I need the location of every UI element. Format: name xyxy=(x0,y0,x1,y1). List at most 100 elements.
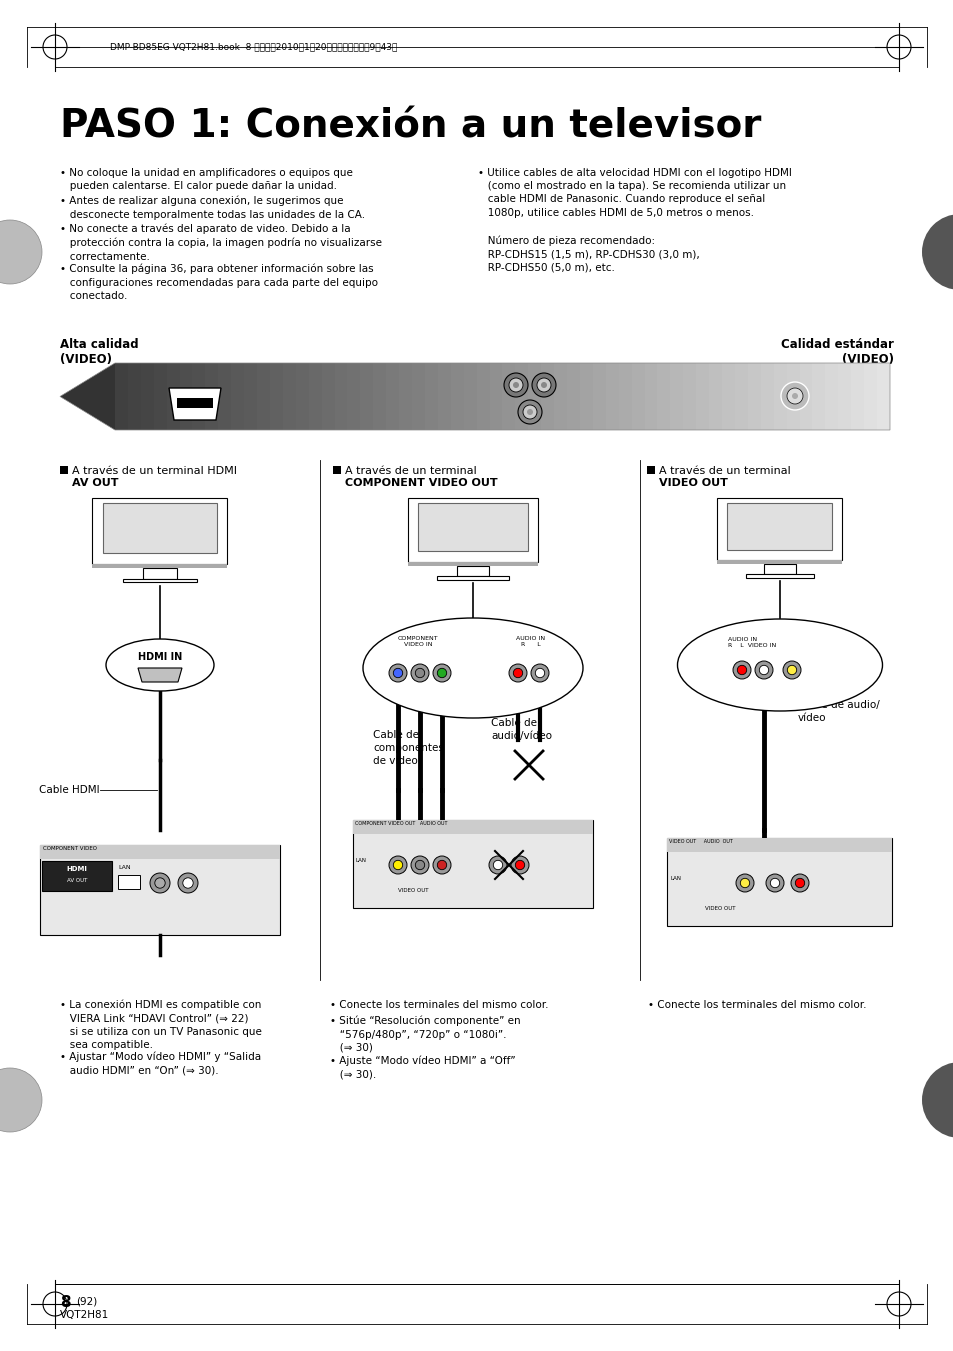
Text: COMPONENT
VIDEO IN: COMPONENT VIDEO IN xyxy=(397,636,437,647)
Bar xyxy=(644,363,657,430)
Bar xyxy=(566,363,579,430)
Bar xyxy=(456,566,489,576)
Text: A través de un terminal HDMI: A través de un terminal HDMI xyxy=(71,466,236,476)
Circle shape xyxy=(415,669,424,678)
Bar xyxy=(682,363,696,430)
Bar xyxy=(270,363,283,430)
Circle shape xyxy=(436,669,446,678)
Text: PASO 1: Conexión a un televisor: PASO 1: Conexión a un televisor xyxy=(60,108,760,146)
Text: • No conecte a través del aparato de video. Debido a la
   protección contra la : • No conecte a través del aparato de vid… xyxy=(60,224,381,262)
Bar xyxy=(838,363,850,430)
Circle shape xyxy=(540,382,546,388)
Bar xyxy=(205,363,218,430)
Circle shape xyxy=(493,861,502,870)
Text: LAN: LAN xyxy=(355,858,367,863)
Bar xyxy=(141,363,153,430)
Bar xyxy=(123,580,197,582)
Text: • Conecte los terminales del mismo color.: • Conecte los terminales del mismo color… xyxy=(330,1000,548,1011)
Circle shape xyxy=(509,663,526,682)
Text: • No coloque la unidad en amplificadores o equipos que
   pueden calentarse. El : • No coloque la unidad en amplificadores… xyxy=(60,168,353,192)
Bar xyxy=(667,838,892,925)
Bar xyxy=(799,363,812,430)
Text: • Utilice cables de alta velocidad HDMI con el logotipo HDMI
   (como el mostrad: • Utilice cables de alta velocidad HDMI … xyxy=(477,168,791,218)
Bar xyxy=(502,363,515,430)
Text: (92): (92) xyxy=(76,1297,97,1306)
Circle shape xyxy=(513,382,518,388)
Circle shape xyxy=(535,669,544,678)
Bar xyxy=(103,504,216,553)
Bar xyxy=(670,363,682,430)
Text: Cable HDMI: Cable HDMI xyxy=(39,785,100,794)
Bar xyxy=(476,363,489,430)
Bar xyxy=(42,861,112,892)
Bar xyxy=(92,563,227,569)
Text: VIDEO OUT: VIDEO OUT xyxy=(397,888,428,893)
Circle shape xyxy=(517,400,541,424)
Text: VIDEO OUT     AUDIO  OUT: VIDEO OUT AUDIO OUT xyxy=(669,839,733,844)
Circle shape xyxy=(393,669,402,678)
Text: • Consulte la página 36, para obtener información sobre las
   configuraciones r: • Consulte la página 36, para obtener in… xyxy=(60,263,377,301)
Circle shape xyxy=(154,878,165,888)
Bar xyxy=(463,363,476,430)
Circle shape xyxy=(411,663,429,682)
Circle shape xyxy=(786,665,796,674)
Bar xyxy=(763,565,795,574)
Circle shape xyxy=(433,857,451,874)
Bar xyxy=(850,363,863,430)
Bar xyxy=(554,363,566,430)
Circle shape xyxy=(433,663,451,682)
Bar xyxy=(451,363,463,430)
Text: • Sitúe “Resolución componente” en
   “576p/480p”, “720p” o “1080i”.
   (⇒ 30): • Sitúe “Resolución componente” en “576p… xyxy=(330,1016,520,1052)
Circle shape xyxy=(737,665,746,674)
Circle shape xyxy=(411,857,429,874)
Bar xyxy=(60,466,68,474)
Bar xyxy=(424,363,437,430)
Bar xyxy=(167,363,179,430)
Text: 8: 8 xyxy=(60,1296,71,1310)
Bar xyxy=(128,363,141,430)
Circle shape xyxy=(754,661,772,680)
Bar xyxy=(321,363,335,430)
Bar xyxy=(386,363,398,430)
Bar xyxy=(727,503,832,550)
Circle shape xyxy=(921,1062,953,1138)
Text: VQT2H81: VQT2H81 xyxy=(60,1310,110,1320)
Text: VIDEO OUT: VIDEO OUT xyxy=(659,478,727,488)
Bar xyxy=(309,363,321,430)
Text: A través de un terminal: A través de un terminal xyxy=(345,466,476,476)
Bar xyxy=(618,363,631,430)
Bar xyxy=(747,363,760,430)
Circle shape xyxy=(791,393,797,399)
Bar xyxy=(437,363,451,430)
Bar xyxy=(412,363,424,430)
Bar xyxy=(489,363,502,430)
Bar xyxy=(231,363,244,430)
Bar xyxy=(708,363,721,430)
Bar xyxy=(593,363,605,430)
Ellipse shape xyxy=(106,639,213,690)
Text: HDMI: HDMI xyxy=(67,866,88,871)
Circle shape xyxy=(511,857,529,874)
Bar xyxy=(773,363,786,430)
Circle shape xyxy=(921,213,953,290)
Text: COMPONENT VIDEO OUT: COMPONENT VIDEO OUT xyxy=(345,478,497,488)
Bar xyxy=(333,466,340,474)
Bar xyxy=(605,363,618,430)
Bar xyxy=(528,363,540,430)
Text: COMPONENT VIDEO: COMPONENT VIDEO xyxy=(43,846,97,851)
Circle shape xyxy=(389,663,407,682)
Bar xyxy=(786,363,799,430)
Bar xyxy=(347,363,360,430)
Text: AUDIO IN
R      L: AUDIO IN R L xyxy=(516,636,545,647)
Text: AUDIO IN
R    L  VIDEO IN: AUDIO IN R L VIDEO IN xyxy=(727,638,776,648)
Bar xyxy=(283,363,295,430)
Bar xyxy=(876,363,889,430)
Bar xyxy=(335,363,347,430)
Text: • Ajuste “Modo vídeo HDMI” a “Off”
   (⇒ 30).: • Ajuste “Modo vídeo HDMI” a “Off” (⇒ 30… xyxy=(330,1056,515,1079)
Polygon shape xyxy=(138,667,182,682)
Text: LAN: LAN xyxy=(670,875,680,881)
Circle shape xyxy=(415,861,424,870)
Circle shape xyxy=(0,1069,42,1132)
Polygon shape xyxy=(169,388,221,420)
Bar xyxy=(863,363,876,430)
